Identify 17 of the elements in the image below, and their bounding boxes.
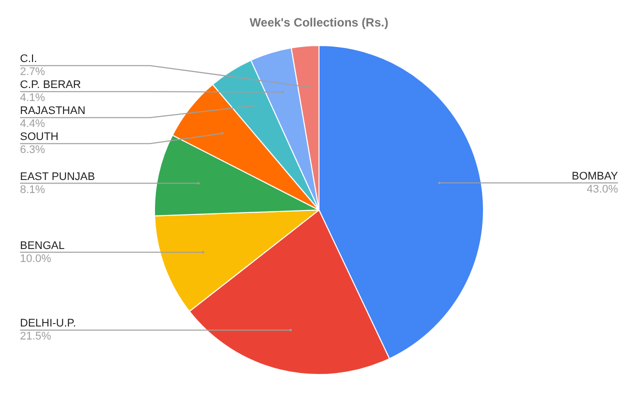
data-label: 2.7% <box>20 66 46 78</box>
data-label: 10.0% <box>20 252 52 265</box>
slice-label: RAJASTHAN <box>20 105 86 118</box>
slice-label: EAST PUNJAB <box>20 170 95 183</box>
slice-label: DELHI-U.P. <box>20 318 76 330</box>
data-label: 21.5% <box>20 330 52 343</box>
data-label: 6.3% <box>20 144 46 156</box>
slice-label: BOMBAY <box>572 170 619 182</box>
slice-label: C.P. BERAR <box>20 79 81 92</box>
slice-label: SOUTH <box>20 131 59 144</box>
data-label: 8.1% <box>20 184 46 196</box>
data-label: 43.0% <box>586 183 618 196</box>
slice-label: BENGAL <box>20 240 65 252</box>
chart-title: Week's Collections (Rs.) <box>250 15 388 30</box>
data-label: 4.1% <box>20 92 46 104</box>
data-label: 4.4% <box>20 118 46 130</box>
slice-label: C.I. <box>20 53 38 66</box>
